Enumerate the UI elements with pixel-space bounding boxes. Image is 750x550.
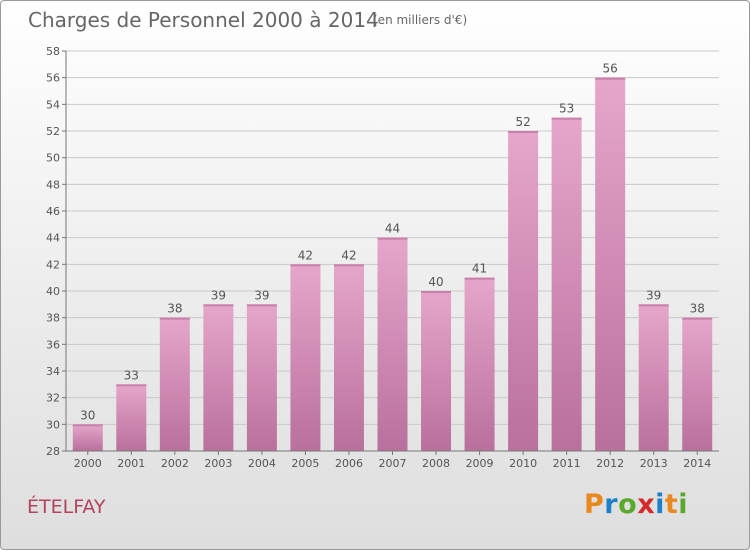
bar bbox=[595, 77, 626, 452]
bar bbox=[290, 264, 321, 451]
bar bbox=[682, 317, 713, 451]
logo-letter: r bbox=[604, 489, 619, 520]
x-tick-label: 2006 bbox=[335, 457, 363, 470]
data-label: 39 bbox=[211, 288, 226, 302]
x-tick-label: 2003 bbox=[204, 457, 232, 470]
y-tick-label: 40 bbox=[46, 285, 60, 298]
bar bbox=[333, 264, 364, 451]
logo-letter: i bbox=[678, 489, 689, 520]
data-label: 41 bbox=[472, 262, 487, 276]
data-label: 39 bbox=[646, 288, 661, 302]
chart-subtitle: (en milliers d'€) bbox=[373, 13, 468, 27]
bar-top bbox=[682, 317, 713, 320]
bar bbox=[551, 117, 582, 452]
x-tick-label: 2010 bbox=[509, 457, 537, 470]
y-tick-label: 38 bbox=[46, 312, 60, 325]
bar bbox=[508, 131, 539, 451]
data-label: 52 bbox=[515, 115, 530, 129]
x-tick-label: 2011 bbox=[553, 457, 581, 470]
data-label: 40 bbox=[428, 275, 443, 289]
logo-letter: o bbox=[618, 489, 638, 520]
bar bbox=[159, 317, 190, 451]
logo-letter: x bbox=[637, 489, 656, 520]
data-label: 42 bbox=[341, 248, 356, 262]
y-tick-label: 50 bbox=[46, 152, 60, 165]
data-label: 38 bbox=[167, 302, 182, 316]
data-label: 39 bbox=[254, 288, 269, 302]
bar-top bbox=[333, 264, 364, 267]
x-tick-label: 2009 bbox=[466, 457, 494, 470]
x-tick-label: 2008 bbox=[422, 457, 450, 470]
x-tick-label: 2012 bbox=[596, 457, 624, 470]
axes: 28 30 32 34 36 38 40 42 44 46 48 50 52 54 56 58 2000 2001… bbox=[46, 45, 719, 470]
y-tick-label: 46 bbox=[46, 205, 60, 218]
x-tick-label: 2000 bbox=[74, 457, 102, 470]
y-tick-label: 54 bbox=[46, 98, 60, 111]
bar-top bbox=[464, 277, 495, 280]
data-label: 30 bbox=[80, 408, 95, 422]
x-tick-label: 2005 bbox=[291, 457, 319, 470]
bar-top bbox=[159, 317, 190, 320]
bar bbox=[464, 277, 495, 451]
y-tick-label: 48 bbox=[46, 178, 60, 191]
bar-top bbox=[377, 237, 408, 240]
bar bbox=[246, 304, 277, 451]
bar bbox=[72, 424, 103, 451]
y-tick-label: 42 bbox=[46, 258, 60, 271]
y-tick-label: 52 bbox=[46, 125, 60, 138]
y-tick-label: 44 bbox=[46, 232, 60, 245]
x-tick-label: 2004 bbox=[248, 457, 276, 470]
bar-top bbox=[421, 291, 452, 293]
logo-letter: t bbox=[664, 489, 679, 520]
bar-top bbox=[203, 304, 234, 307]
x-tick-label: 2014 bbox=[683, 457, 711, 470]
data-label: 56 bbox=[603, 62, 618, 76]
bar bbox=[421, 291, 452, 451]
bar-top bbox=[246, 304, 277, 307]
bar-top bbox=[116, 384, 147, 387]
y-tick-label: 58 bbox=[46, 45, 60, 58]
x-tick-label: 2007 bbox=[379, 457, 407, 470]
y-tick-label: 34 bbox=[46, 365, 60, 378]
x-tick-label: 2001 bbox=[117, 457, 145, 470]
bar bbox=[203, 304, 234, 451]
data-label: 53 bbox=[559, 102, 574, 116]
x-tick-label: 2013 bbox=[640, 457, 668, 470]
bar-top bbox=[638, 304, 669, 307]
data-label: 44 bbox=[385, 222, 400, 236]
bars: 30 33 38 39 39 42 42 44 40 41 52 53 56 39 38 bbox=[72, 62, 713, 452]
logo-letter: i bbox=[655, 489, 665, 520]
chart-title: Charges de Personnel 2000 à 2014 bbox=[28, 8, 379, 32]
commune-name: ÉTELFAY bbox=[27, 496, 106, 518]
logo-letter: P bbox=[584, 489, 605, 520]
bar-top bbox=[290, 264, 321, 267]
y-tick-label: 36 bbox=[46, 338, 60, 351]
y-tick-label: 32 bbox=[46, 392, 60, 405]
data-label: 38 bbox=[690, 302, 705, 316]
data-label: 42 bbox=[298, 248, 313, 262]
bar-top bbox=[551, 117, 582, 120]
data-label: 33 bbox=[124, 368, 139, 382]
y-tick-label: 56 bbox=[46, 72, 60, 85]
x-tick-label: 2002 bbox=[161, 457, 189, 470]
y-tick-label: 30 bbox=[46, 418, 60, 431]
bar-top bbox=[508, 131, 539, 133]
y-tick-label: 28 bbox=[46, 445, 60, 458]
bar bbox=[116, 384, 147, 451]
bar bbox=[377, 237, 408, 451]
proxiti-logo[interactable]: Proxiti bbox=[584, 489, 688, 520]
bar-top bbox=[72, 424, 103, 427]
bar bbox=[638, 304, 669, 451]
bar-top bbox=[595, 77, 626, 80]
